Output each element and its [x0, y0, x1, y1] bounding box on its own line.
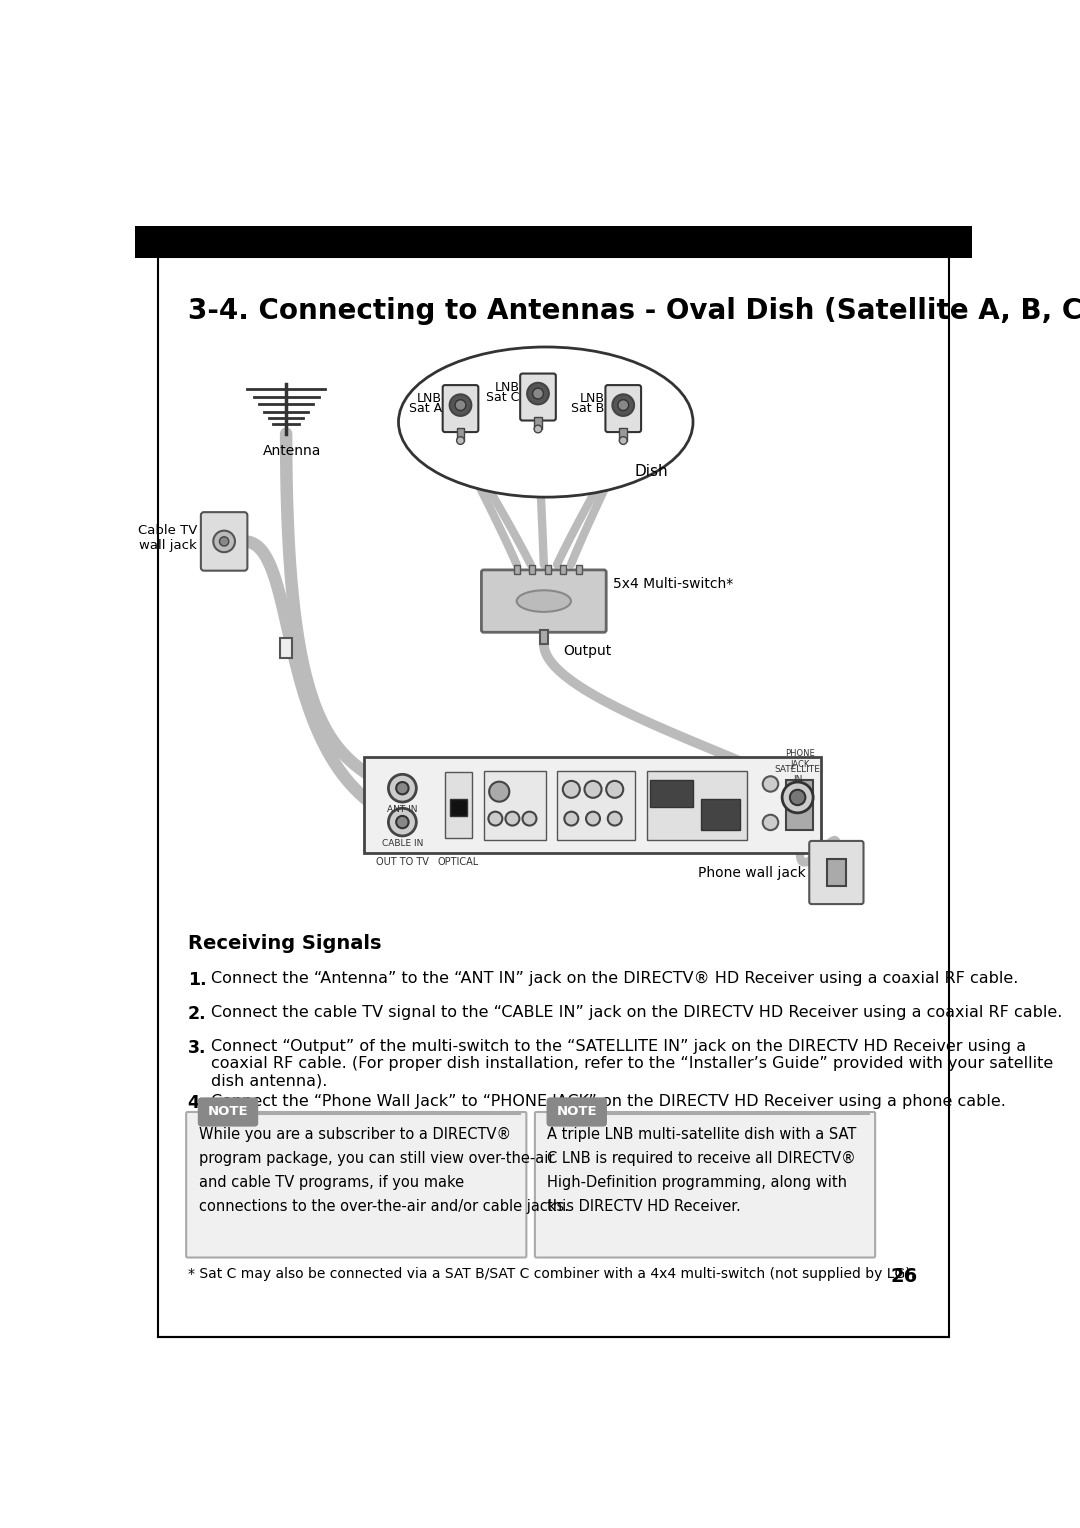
FancyBboxPatch shape	[201, 512, 247, 570]
Circle shape	[213, 530, 235, 552]
Circle shape	[606, 781, 623, 798]
Circle shape	[489, 782, 510, 802]
Circle shape	[612, 394, 634, 416]
Text: Sat C: Sat C	[486, 391, 519, 403]
Bar	[529, 564, 536, 573]
Bar	[540, 630, 548, 643]
Circle shape	[396, 782, 408, 795]
Text: Cable TV
wall jack: Cable TV wall jack	[137, 524, 197, 552]
Text: Sat A: Sat A	[408, 402, 442, 416]
Text: Connect “Output” of the multi-switch to the “SATELLITE IN” jack on the DIRECTV H: Connect “Output” of the multi-switch to …	[211, 1039, 1053, 1088]
Bar	[786, 781, 813, 830]
Text: Antenna: Antenna	[264, 443, 322, 457]
Bar	[449, 799, 467, 816]
Text: Dish: Dish	[635, 465, 669, 480]
Bar	[364, 756, 821, 853]
Bar	[457, 428, 464, 440]
Bar	[650, 781, 693, 807]
Bar	[535, 417, 542, 429]
Bar	[576, 564, 582, 573]
FancyBboxPatch shape	[443, 385, 478, 432]
Text: Phone wall jack: Phone wall jack	[698, 865, 806, 880]
Circle shape	[396, 816, 408, 828]
Text: 3.: 3.	[188, 1039, 206, 1057]
Bar	[445, 773, 472, 837]
Circle shape	[505, 811, 519, 825]
Circle shape	[584, 781, 602, 798]
Text: ANT IN: ANT IN	[387, 805, 418, 814]
Text: Receiving Signals: Receiving Signals	[188, 934, 381, 953]
Bar	[514, 564, 519, 573]
FancyBboxPatch shape	[521, 373, 556, 420]
Text: OUT TO TV: OUT TO TV	[376, 857, 429, 866]
FancyBboxPatch shape	[482, 570, 606, 633]
Bar	[619, 428, 627, 440]
Circle shape	[618, 400, 629, 411]
Circle shape	[455, 400, 465, 411]
Circle shape	[457, 437, 464, 445]
Text: 5x4 Multi-switch*: 5x4 Multi-switch*	[613, 576, 733, 591]
Circle shape	[565, 811, 578, 825]
Bar	[280, 637, 293, 657]
FancyBboxPatch shape	[809, 840, 864, 905]
FancyBboxPatch shape	[198, 1097, 258, 1126]
FancyBboxPatch shape	[546, 1097, 607, 1126]
Text: CABLE IN: CABLE IN	[381, 839, 423, 848]
Circle shape	[219, 536, 229, 545]
Circle shape	[762, 776, 779, 792]
Text: Connect the cable TV signal to the “CABLE IN” jack on the DIRECTV HD Receiver us: Connect the cable TV signal to the “CABL…	[211, 1005, 1063, 1021]
Ellipse shape	[516, 590, 571, 611]
Text: LNB: LNB	[495, 380, 519, 394]
Text: Connect the “Antenna” to the “ANT IN” jack on the DIRECTV® HD Receiver using a c: Connect the “Antenna” to the “ANT IN” ja…	[211, 972, 1018, 986]
Text: While you are a subscriber to a DIRECTV®
program package, you can still view ove: While you are a subscriber to a DIRECTV®…	[199, 1128, 568, 1215]
Circle shape	[563, 781, 580, 798]
Circle shape	[782, 782, 813, 813]
Text: LNB: LNB	[580, 393, 605, 405]
Text: SATELLITE
IN: SATELLITE IN	[774, 764, 821, 784]
Text: OPTICAL: OPTICAL	[437, 857, 478, 866]
FancyBboxPatch shape	[535, 1112, 875, 1258]
FancyBboxPatch shape	[606, 385, 642, 432]
Text: 1.: 1.	[188, 972, 206, 989]
Text: Output: Output	[563, 643, 611, 659]
Text: 2.: 2.	[188, 1005, 206, 1022]
FancyBboxPatch shape	[186, 1112, 526, 1258]
Text: A triple LNB multi-satellite dish with a SAT
C LNB is required to receive all DI: A triple LNB multi-satellite dish with a…	[548, 1128, 856, 1215]
Circle shape	[619, 437, 627, 445]
Text: 4.: 4.	[188, 1094, 206, 1112]
Bar	[135, 226, 972, 258]
Text: PHONE
JACK: PHONE JACK	[785, 749, 814, 769]
Bar	[544, 564, 551, 573]
Circle shape	[789, 790, 806, 805]
Text: Connect the “Phone Wall Jack” to “PHONE JACK” on the DIRECTV HD Receiver using a: Connect the “Phone Wall Jack” to “PHONE …	[211, 1094, 1005, 1109]
Circle shape	[608, 811, 622, 825]
Text: NOTE: NOTE	[556, 1105, 597, 1118]
Text: 3-4. Connecting to Antennas - Oval Dish (Satellite A, B, C): 3-4. Connecting to Antennas - Oval Dish …	[188, 298, 1080, 325]
Bar	[561, 564, 566, 573]
Text: LNB: LNB	[417, 393, 442, 405]
Bar	[557, 770, 635, 840]
Circle shape	[389, 775, 416, 802]
Circle shape	[488, 811, 502, 825]
Text: * Sat C may also be connected via a SAT B/SAT C combiner with a 4x4 multi-switch: * Sat C may also be connected via a SAT …	[188, 1267, 915, 1280]
Bar	[647, 770, 747, 840]
Circle shape	[527, 384, 549, 405]
Circle shape	[586, 811, 600, 825]
Bar	[484, 770, 545, 840]
Circle shape	[532, 388, 543, 399]
Bar	[701, 799, 740, 830]
Circle shape	[523, 811, 537, 825]
Circle shape	[535, 425, 542, 432]
Text: NOTE: NOTE	[207, 1105, 248, 1118]
Ellipse shape	[399, 347, 693, 497]
Circle shape	[449, 394, 471, 416]
Circle shape	[762, 814, 779, 830]
Circle shape	[389, 808, 416, 836]
Text: Sat B: Sat B	[571, 402, 605, 416]
Text: 26: 26	[891, 1267, 918, 1285]
Bar	[827, 859, 846, 886]
